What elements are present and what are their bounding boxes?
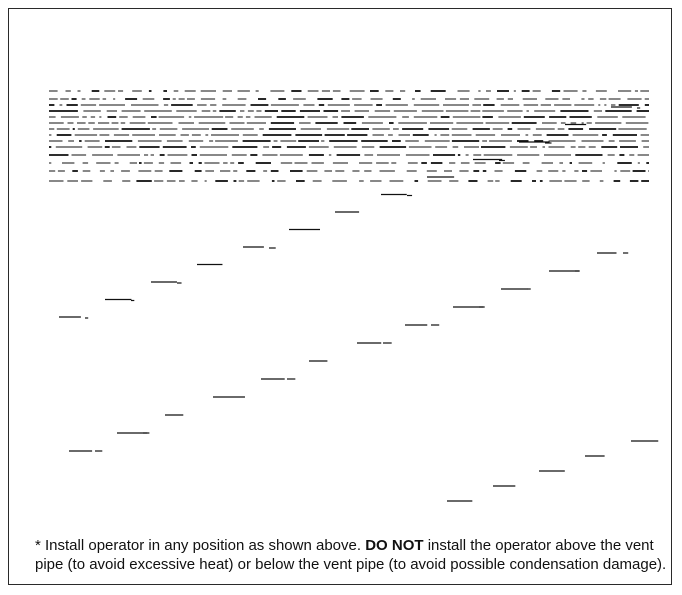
note-prefix: * Install operator in any position as sh… <box>35 537 366 554</box>
note-emphasis: DO NOT <box>365 537 424 554</box>
installation-illustration <box>49 89 669 509</box>
illustration-canvas <box>49 90 659 502</box>
figure-frame: * Install operator in any position as sh… <box>8 8 672 585</box>
installation-note: * Install operator in any position as sh… <box>35 536 675 574</box>
note-suffix: install the operator above the vent pipe… <box>35 537 667 573</box>
